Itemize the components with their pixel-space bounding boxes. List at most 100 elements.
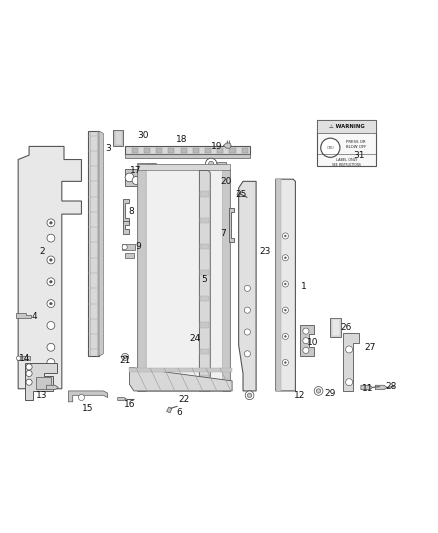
- Bar: [200, 296, 209, 302]
- Circle shape: [49, 259, 52, 261]
- Circle shape: [122, 245, 127, 249]
- Text: 2: 2: [39, 247, 45, 256]
- Text: 22: 22: [178, 395, 190, 404]
- Circle shape: [16, 356, 21, 360]
- Text: 5: 5: [201, 275, 207, 284]
- Text: 16: 16: [124, 400, 135, 408]
- Bar: [242, 148, 248, 152]
- Circle shape: [321, 138, 340, 157]
- Polygon shape: [130, 368, 232, 391]
- Circle shape: [47, 343, 55, 351]
- Circle shape: [132, 176, 140, 184]
- Circle shape: [122, 353, 129, 360]
- Polygon shape: [300, 326, 314, 356]
- Circle shape: [208, 161, 214, 166]
- Bar: [330, 318, 341, 337]
- Bar: [332, 319, 340, 336]
- Polygon shape: [123, 199, 130, 223]
- Circle shape: [26, 379, 32, 385]
- Polygon shape: [237, 192, 241, 196]
- Bar: [122, 244, 135, 250]
- Text: ⚠ WARNING: ⚠ WARNING: [329, 124, 364, 130]
- Text: 27: 27: [364, 343, 375, 352]
- Bar: [156, 148, 162, 152]
- Bar: [200, 217, 209, 223]
- Polygon shape: [138, 164, 230, 391]
- Circle shape: [303, 328, 309, 334]
- Circle shape: [285, 283, 286, 285]
- Text: 18: 18: [176, 135, 187, 144]
- Circle shape: [244, 307, 251, 313]
- Polygon shape: [123, 221, 130, 234]
- Bar: [230, 148, 236, 152]
- Text: 29: 29: [325, 389, 336, 398]
- Bar: [200, 244, 209, 249]
- Polygon shape: [125, 154, 250, 158]
- Polygon shape: [199, 171, 210, 391]
- Circle shape: [316, 389, 321, 393]
- Text: 31: 31: [353, 151, 364, 160]
- Circle shape: [346, 379, 353, 386]
- Circle shape: [47, 321, 55, 329]
- Circle shape: [346, 346, 353, 353]
- Bar: [217, 148, 223, 152]
- Text: LABEL ONLY: LABEL ONLY: [336, 158, 357, 162]
- Circle shape: [283, 359, 288, 366]
- Bar: [125, 169, 141, 185]
- Bar: [35, 376, 51, 389]
- Text: 14: 14: [19, 354, 30, 362]
- Text: 17: 17: [130, 166, 142, 175]
- Circle shape: [303, 348, 309, 353]
- Circle shape: [283, 333, 288, 340]
- Bar: [217, 161, 226, 166]
- Polygon shape: [375, 385, 387, 390]
- Text: 6: 6: [177, 408, 183, 417]
- Circle shape: [283, 281, 288, 287]
- Circle shape: [244, 329, 251, 335]
- Circle shape: [285, 335, 286, 337]
- Text: 15: 15: [82, 404, 94, 413]
- Bar: [132, 148, 138, 152]
- Text: 19: 19: [211, 142, 223, 151]
- Polygon shape: [166, 407, 172, 413]
- Circle shape: [26, 370, 32, 376]
- Circle shape: [124, 355, 127, 359]
- Text: SEE INSTRUCTIONS: SEE INSTRUCTIONS: [332, 163, 361, 167]
- Circle shape: [283, 307, 288, 313]
- Bar: [200, 349, 209, 354]
- Circle shape: [314, 386, 323, 395]
- Polygon shape: [223, 143, 231, 148]
- Polygon shape: [361, 385, 373, 390]
- Circle shape: [125, 173, 134, 182]
- Bar: [125, 253, 134, 258]
- Bar: [144, 148, 150, 152]
- Bar: [317, 120, 376, 133]
- Text: 1: 1: [301, 281, 307, 290]
- Circle shape: [283, 233, 288, 239]
- Bar: [180, 148, 187, 152]
- Polygon shape: [88, 131, 99, 356]
- Bar: [222, 171, 230, 391]
- Circle shape: [49, 302, 52, 305]
- Polygon shape: [25, 364, 57, 400]
- Bar: [276, 179, 281, 391]
- Text: 28: 28: [386, 382, 397, 391]
- Circle shape: [47, 278, 55, 286]
- Bar: [168, 148, 174, 152]
- Bar: [138, 164, 230, 171]
- Circle shape: [26, 364, 32, 370]
- Circle shape: [244, 351, 251, 357]
- Polygon shape: [118, 398, 127, 400]
- Bar: [17, 356, 29, 360]
- Bar: [317, 120, 376, 166]
- Circle shape: [244, 285, 251, 292]
- Polygon shape: [343, 333, 359, 391]
- Circle shape: [47, 234, 55, 242]
- Bar: [193, 148, 199, 152]
- Text: 12: 12: [294, 391, 305, 400]
- Bar: [205, 148, 211, 152]
- Circle shape: [49, 280, 52, 283]
- Circle shape: [283, 255, 288, 261]
- Circle shape: [285, 309, 286, 311]
- Circle shape: [247, 393, 252, 398]
